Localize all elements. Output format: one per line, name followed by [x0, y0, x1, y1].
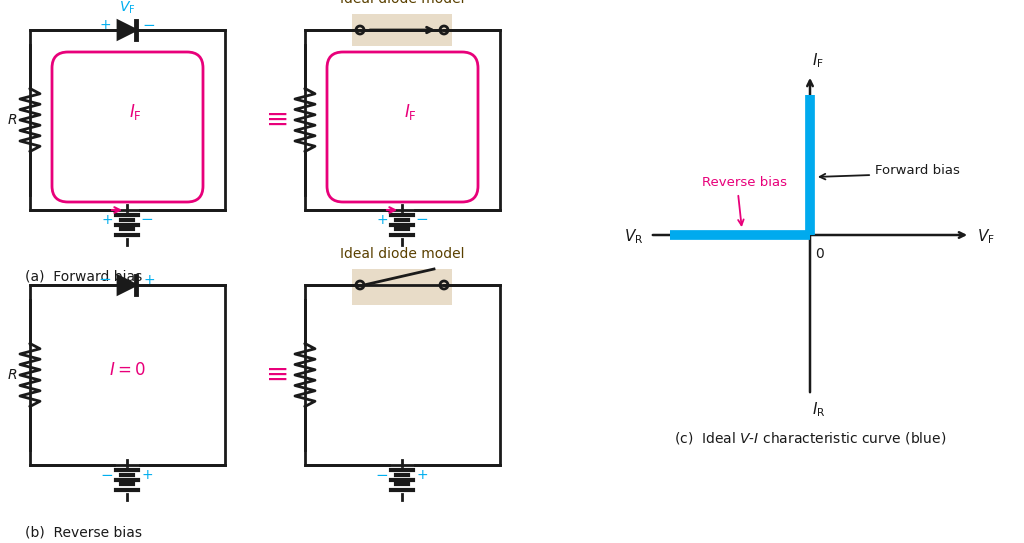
Text: −: −	[142, 17, 156, 33]
Text: +: +	[101, 213, 113, 227]
Text: $R$: $R$	[7, 113, 17, 127]
Text: Ideal diode model: Ideal diode model	[340, 247, 464, 261]
Text: $I_{\mathsf{F}}$: $I_{\mathsf{F}}$	[403, 102, 417, 122]
Text: $I_{\mathsf{F}}$: $I_{\mathsf{F}}$	[812, 51, 824, 70]
Text: −: −	[416, 212, 428, 228]
Text: Forward bias: Forward bias	[874, 163, 959, 176]
Text: 0: 0	[815, 247, 823, 261]
Text: $R$: $R$	[7, 368, 17, 382]
Text: $I_{\mathsf{F}}$: $I_{\mathsf{F}}$	[129, 102, 141, 122]
Text: +: +	[143, 273, 155, 287]
Bar	[352, 14, 452, 46]
Text: +: +	[416, 468, 428, 482]
Text: −: −	[100, 468, 114, 483]
Text: $I = 0$: $I = 0$	[109, 361, 145, 379]
Text: −: −	[140, 212, 154, 228]
Text: ≡: ≡	[266, 106, 290, 134]
Text: $I_{\mathsf{R}}$: $I_{\mathsf{R}}$	[812, 400, 825, 419]
Text: $V_{\mathsf{R}}$: $V_{\mathsf{R}}$	[624, 228, 643, 247]
Text: (c)  Ideal $V$-$I$ characteristic curve (blue): (c) Ideal $V$-$I$ characteristic curve (…	[674, 430, 946, 446]
Polygon shape	[118, 276, 136, 294]
Text: (a)  Forward bias: (a) Forward bias	[25, 270, 142, 284]
Text: −: −	[376, 468, 388, 483]
Text: $V_{\mathsf{F}}$: $V_{\mathsf{F}}$	[977, 228, 995, 247]
Bar	[352, 269, 452, 305]
Text: +: +	[376, 213, 388, 227]
Text: Ideal diode model: Ideal diode model	[340, 0, 464, 6]
Text: Reverse bias: Reverse bias	[702, 176, 787, 190]
Text: +: +	[141, 468, 153, 482]
Text: ≡: ≡	[266, 362, 290, 388]
Polygon shape	[118, 21, 136, 39]
Text: +: +	[99, 18, 111, 32]
Text: −: −	[98, 273, 112, 287]
Text: $V_{\mathsf{F}}$: $V_{\mathsf{F}}$	[119, 0, 135, 16]
Text: (b)  Reverse bias: (b) Reverse bias	[25, 525, 142, 539]
